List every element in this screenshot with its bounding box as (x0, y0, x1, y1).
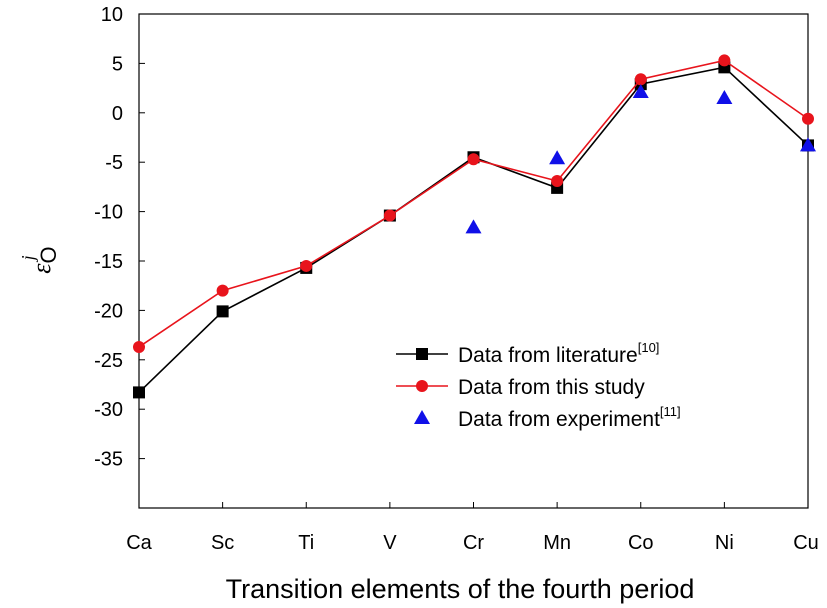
point-this-study-cr (467, 153, 480, 166)
x-axis-title: Transition elements of the fourth period (226, 574, 695, 604)
y-axis-title-subscript: O (36, 246, 61, 263)
legend-item-experiment: Data from experiment[11] (414, 404, 681, 431)
point-experiment-co (632, 84, 649, 99)
legend-item-this-study: Data from this study (396, 376, 645, 399)
x-tick-label-mn: Mn (543, 532, 571, 554)
y-axis-title: εOj (18, 246, 61, 273)
svg-text:εOj: εOj (18, 246, 61, 273)
series-experiment (465, 84, 816, 234)
y-tick-label--30: -30 (94, 399, 123, 421)
y-tick-label--35: -35 (94, 449, 123, 471)
x-tick-label-ti: Ti (298, 532, 314, 554)
y-axis-title-superscript: j (18, 255, 38, 262)
point-experiment-ni (716, 89, 733, 104)
legend-label-ref-experiment: [11] (660, 404, 681, 419)
series-line-this-study (138, 59, 809, 348)
point-this-study-sc (216, 284, 229, 297)
point-this-study-co (634, 73, 647, 86)
x-tick-label-sc: Sc (211, 532, 234, 554)
legend-label-experiment: Data from experiment[11] (458, 404, 681, 431)
point-this-study-v (383, 209, 396, 222)
legend-label-text-literature: Data from literature (458, 344, 638, 367)
x-tick-label-ni: Ni (715, 532, 734, 554)
plot-area-frame (138, 13, 809, 509)
point-this-study-ca (133, 340, 145, 353)
legend-label-literature: Data from literature[10] (458, 340, 659, 367)
y-axis-title-symbol: ε (27, 263, 56, 274)
legend-marker-experiment (414, 410, 430, 424)
y-tick-label--25: -25 (94, 350, 123, 372)
y-tick-label-5: 5 (112, 53, 123, 75)
y-tick-label--5: -5 (105, 152, 123, 174)
x-tick-label-v: V (383, 532, 397, 554)
x-tick-label-ca: Ca (126, 532, 152, 554)
point-this-study-cu (802, 112, 814, 125)
y-tick-label--15: -15 (94, 251, 123, 273)
point-experiment-mn (549, 150, 566, 165)
point-literature-sc (216, 305, 229, 318)
series-this-study (133, 54, 814, 353)
y-tick-label--10: -10 (94, 202, 123, 224)
y-axis-ticks: 10 5 0 -5 -10 -15 -20 -25 -30 -35 (94, 4, 145, 471)
point-literature-ca (133, 386, 145, 399)
series-layer (133, 54, 816, 399)
legend-label-text-this-study: Data from this study (458, 376, 645, 399)
legend-marker-this-study (416, 380, 428, 392)
x-axis-ticks: Ca Sc Ti V Cr Mn Co Ni Cu (126, 502, 819, 554)
x-tick-label-co: Co (628, 532, 654, 554)
legend-label-text-experiment: Data from experiment (458, 408, 660, 431)
x-tick-label-cu: Cu (793, 532, 819, 554)
point-experiment-cr (465, 219, 482, 234)
point-this-study-mn (551, 174, 564, 187)
point-this-study-ni (718, 54, 731, 67)
point-this-study-ti (300, 259, 313, 272)
x-tick-label-cr: Cr (463, 532, 484, 554)
legend-marker-literature (416, 348, 428, 360)
y-tick-label-10: 10 (101, 4, 123, 26)
legend: Data from literature[10] Data from this s… (396, 340, 681, 431)
legend-label-ref-literature: [10] (638, 340, 660, 355)
y-tick-label-0: 0 (112, 103, 123, 125)
y-tick-label--20: -20 (94, 300, 123, 322)
legend-item-literature: Data from literature[10] (396, 340, 659, 367)
point-experiment-cu (800, 137, 816, 152)
legend-label-this-study: Data from this study (458, 376, 645, 399)
